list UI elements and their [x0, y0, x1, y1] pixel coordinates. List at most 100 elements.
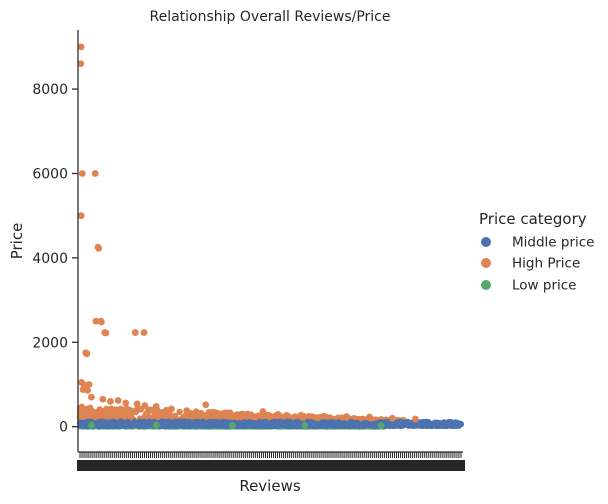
data-point — [282, 421, 290, 428]
data-point — [152, 421, 160, 429]
data-point — [202, 401, 210, 409]
x-axis-ticks — [77, 452, 465, 471]
data-point — [152, 403, 160, 410]
data-point — [267, 419, 274, 427]
data-point — [140, 422, 148, 429]
data-point — [431, 420, 439, 427]
data-point — [447, 420, 455, 427]
legend-label-low-price: Low price — [512, 278, 576, 294]
data-point — [88, 393, 95, 401]
data-point — [88, 421, 95, 429]
data-point — [239, 410, 246, 417]
data-point — [247, 420, 254, 427]
data-point — [176, 408, 183, 416]
data-point — [158, 422, 166, 429]
data-point — [85, 381, 93, 388]
data-point — [297, 411, 305, 419]
x-tick-label-glyph — [458, 460, 465, 471]
y-tick-label: 0 — [59, 420, 68, 436]
data-point — [143, 410, 150, 417]
data-point — [78, 170, 86, 177]
data-point — [442, 420, 450, 427]
data-point — [133, 400, 141, 408]
data-point — [396, 422, 403, 429]
data-point — [222, 422, 230, 429]
data-point — [99, 395, 107, 403]
y-tick-label: 4000 — [32, 251, 68, 267]
legend-marker-low-price — [481, 280, 491, 290]
data-point — [199, 412, 206, 419]
data-point — [336, 421, 344, 428]
data-point — [107, 397, 114, 405]
data-point — [187, 419, 194, 426]
data-point — [317, 422, 325, 429]
data-point — [284, 412, 292, 420]
data-points — [77, 43, 461, 430]
data-point — [404, 419, 411, 426]
data-point — [205, 409, 212, 416]
data-point — [426, 422, 433, 429]
chart-title: Relationship Overall Reviews/Price — [150, 9, 391, 25]
data-point — [175, 419, 182, 426]
data-point — [411, 415, 419, 423]
data-point — [79, 422, 86, 429]
data-point — [453, 419, 461, 427]
data-point — [95, 244, 103, 252]
data-point — [103, 407, 110, 415]
data-point — [168, 405, 175, 413]
data-point — [419, 419, 427, 427]
data-point — [366, 413, 373, 421]
data-point — [97, 318, 105, 326]
data-point — [97, 418, 105, 426]
data-point — [229, 422, 236, 429]
data-point — [84, 408, 91, 416]
data-point — [170, 413, 177, 421]
data-point — [301, 422, 309, 429]
data-point — [122, 399, 130, 407]
data-point — [221, 409, 229, 417]
y-tick-label: 2000 — [32, 335, 68, 351]
data-point — [267, 412, 274, 420]
x-axis-label: Reviews — [239, 477, 301, 495]
data-point — [296, 422, 304, 429]
data-point — [377, 422, 385, 430]
data-point — [91, 170, 99, 177]
data-point — [117, 420, 124, 428]
plot-area — [76, 43, 465, 430]
legend-marker-middle-price — [481, 237, 491, 247]
data-point — [391, 421, 398, 428]
data-point — [165, 420, 173, 427]
data-point — [114, 397, 122, 404]
data-point — [215, 420, 223, 428]
data-point — [362, 420, 370, 428]
data-point — [108, 405, 115, 412]
data-point — [308, 413, 316, 420]
data-point — [343, 413, 351, 420]
data-point — [102, 329, 110, 337]
data-point — [77, 212, 85, 220]
data-point — [141, 402, 149, 409]
data-point — [92, 317, 100, 325]
legend-marker-high-price — [481, 258, 491, 268]
data-point — [235, 420, 243, 428]
y-tick-label: 6000 — [32, 166, 68, 182]
data-point — [326, 419, 333, 426]
data-point — [272, 422, 279, 429]
data-point — [244, 410, 252, 418]
data-point — [208, 420, 216, 428]
y-axis-label: Price — [8, 223, 26, 260]
data-point — [108, 421, 116, 428]
data-point — [259, 408, 267, 415]
y-tick-label: 8000 — [32, 82, 68, 98]
data-point — [290, 422, 298, 429]
data-point — [183, 407, 191, 415]
data-point — [140, 329, 148, 336]
data-point — [84, 386, 92, 394]
data-point — [347, 421, 354, 429]
data-point — [132, 408, 140, 416]
data-point — [389, 414, 396, 422]
data-point — [131, 418, 138, 426]
data-point — [131, 329, 139, 336]
data-point — [274, 411, 282, 418]
